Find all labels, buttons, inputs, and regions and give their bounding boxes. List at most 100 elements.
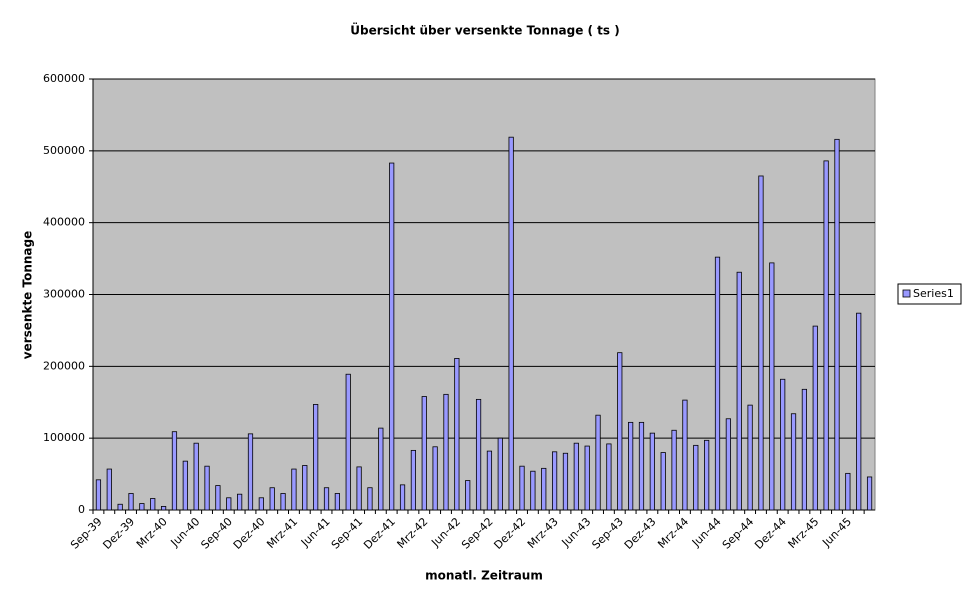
- bar: [486, 450, 493, 511]
- bar: [128, 493, 134, 511]
- bar: [551, 451, 558, 511]
- bar: [834, 138, 840, 511]
- x-tick-label: Mrz-44: [655, 515, 691, 551]
- y-tick-label: 100000: [43, 431, 85, 444]
- bar: [693, 444, 699, 511]
- x-tick-label: Dez-39: [100, 515, 137, 552]
- x-tick-label: Sep-43: [589, 515, 626, 552]
- x-axis-label: monatl. Zeitraum: [425, 569, 543, 583]
- x-tick-label: Mrz-42: [395, 515, 431, 551]
- bar: [171, 431, 178, 511]
- bar: [497, 437, 503, 511]
- bar: [682, 399, 688, 511]
- x-tick-label: Sep-41: [329, 515, 366, 552]
- x-tick-label: Sep-40: [198, 515, 235, 552]
- bar: [313, 404, 319, 511]
- bar: [866, 476, 873, 511]
- bar: [617, 352, 623, 511]
- x-tick-label: Mrz-41: [264, 515, 300, 551]
- y-tick-label: 600000: [43, 72, 85, 85]
- bar: [856, 312, 862, 511]
- bar: [150, 498, 156, 511]
- y-tick-label: 400000: [43, 216, 85, 229]
- bar: [204, 465, 210, 511]
- bar: [812, 325, 818, 511]
- bar: [215, 485, 221, 511]
- bar: [356, 466, 362, 511]
- bar: [606, 443, 612, 511]
- bar: [432, 446, 438, 511]
- bar: [638, 421, 645, 511]
- y-tick-label: 0: [78, 503, 85, 516]
- bar: [302, 465, 308, 511]
- y-tick-label: 300000: [43, 288, 85, 301]
- bar: [714, 256, 721, 511]
- bar: [649, 432, 655, 511]
- bar: [323, 487, 330, 511]
- bar: [280, 493, 286, 511]
- x-tick-label: Jun-41: [298, 515, 333, 550]
- x-tick-label: Mrz-45: [786, 515, 822, 551]
- legend: [897, 283, 962, 305]
- bar: [226, 497, 232, 511]
- y-tick-label: 200000: [43, 359, 85, 372]
- bar: [573, 442, 579, 511]
- bar: [769, 262, 775, 511]
- bar: [139, 503, 145, 511]
- bar: [845, 472, 851, 511]
- x-tick-label: Mrz-40: [134, 515, 170, 551]
- bar: [367, 487, 373, 511]
- bar: [790, 413, 797, 511]
- bar: [443, 393, 449, 511]
- bar: [780, 378, 786, 511]
- bar: [671, 429, 677, 511]
- bar: [291, 468, 297, 511]
- bar: [421, 396, 427, 511]
- bar: [378, 427, 384, 511]
- bar: [475, 398, 482, 511]
- bar: [628, 421, 634, 511]
- y-tick-label: 500000: [43, 144, 85, 157]
- x-tick-label: Sep-44: [720, 515, 757, 552]
- bar: [334, 493, 340, 511]
- bar: [193, 442, 199, 511]
- x-tick-label: Dez-41: [361, 515, 398, 552]
- x-tick-label: Sep-42: [459, 515, 496, 552]
- x-tick-label: Dez-44: [752, 515, 789, 552]
- x-tick-label: Dez-43: [622, 515, 659, 552]
- bar: [595, 414, 601, 511]
- bar: [747, 404, 753, 511]
- bar: [269, 487, 275, 511]
- bar: [823, 160, 829, 511]
- bar: [660, 452, 666, 511]
- x-tick-label: Jun-40: [168, 515, 203, 550]
- x-tick-label: Jun-44: [689, 515, 724, 550]
- bar: [160, 506, 167, 511]
- bar: [345, 373, 351, 511]
- x-tick-label: Mrz-43: [525, 515, 561, 551]
- bar: [736, 271, 742, 511]
- x-tick-label: Jun-43: [559, 515, 594, 550]
- chart-title: Übersicht über versenkte Tonnage ( ts ): [350, 23, 619, 38]
- bar: [410, 449, 417, 511]
- x-tick-label: Dez-42: [491, 515, 528, 552]
- bar: [508, 136, 514, 511]
- bar: [247, 433, 254, 511]
- y-axis-label: versenkte Tonnage: [21, 231, 35, 359]
- bar: [758, 175, 764, 511]
- bar: [530, 470, 536, 511]
- bar: [562, 452, 569, 511]
- bar: [117, 503, 123, 511]
- bar: [725, 418, 731, 511]
- bar: [584, 445, 590, 511]
- x-tick-label: Sep-39: [68, 515, 105, 552]
- x-tick-label: Jun-45: [819, 515, 854, 550]
- bar: [389, 162, 395, 511]
- bar: [95, 479, 102, 511]
- bar: [541, 467, 547, 511]
- x-tick-label: Jun-42: [428, 515, 463, 550]
- bar: [465, 480, 471, 511]
- bar: [519, 465, 525, 511]
- bar: [106, 468, 112, 511]
- bar: [258, 497, 264, 511]
